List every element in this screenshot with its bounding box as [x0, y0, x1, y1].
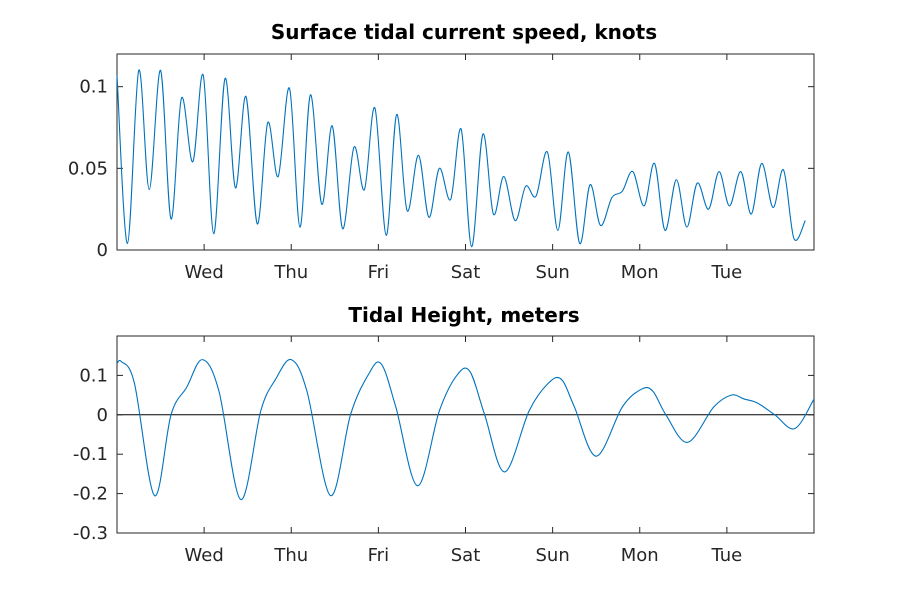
- tidal-height-y-tick-label: -0.3: [73, 523, 108, 544]
- tidal-height-panel: Tidal Height, meters -0.3 -0.2 -0.1 0 0.1 We…: [73, 303, 815, 566]
- tidal-height-x-ticks: Wed Thu Fri Sat Sun Mon Tue: [185, 336, 743, 566]
- current-speed-axes: [116, 53, 815, 251]
- current-speed-x-tick-label: Wed: [185, 262, 224, 283]
- tidal-height-x-tick-label: Thu: [273, 545, 308, 566]
- tidal-height-x-tick-label: Fri: [368, 545, 389, 566]
- current-speed-x-tick-label: Sun: [536, 262, 570, 283]
- tidal-height-x-tick-label: Tue: [711, 545, 743, 566]
- current-speed-x-tick-label: Mon: [621, 262, 659, 283]
- current-speed-y-tick-label: 0: [97, 240, 108, 261]
- tidal-height-x-tick-label: Wed: [185, 545, 224, 566]
- tidal-height-title: Tidal Height, meters: [348, 303, 579, 327]
- current-speed-x-tick-label: Thu: [273, 262, 308, 283]
- current-speed-line: [116, 69, 806, 248]
- current-speed-panel: Surface tidal current speed, knots 0 0.05…: [68, 20, 815, 283]
- tidal-height-y-tick-label: 0.1: [79, 365, 108, 386]
- tidal-height-axes: [116, 335, 815, 534]
- current-speed-x-tick-label: Tue: [711, 262, 743, 283]
- tidal-height-x-tick-label: Sun: [536, 545, 570, 566]
- current-speed-y-tick-label: 0.1: [79, 77, 108, 98]
- current-speed-y-tick-label: 0.05: [68, 158, 108, 179]
- current-speed-x-ticks: Wed Thu Fri Sat Sun Mon Tue: [185, 54, 743, 283]
- tidal-height-y-tick-label: -0.2: [73, 484, 108, 505]
- current-speed-y-ticks: 0 0.05 0.1: [68, 77, 814, 261]
- tidal-height-y-ticks: -0.3 -0.2 -0.1 0 0.1: [73, 365, 814, 544]
- tidal-height-y-tick-label: 0: [97, 405, 108, 426]
- current-speed-x-tick-label: Sat: [451, 262, 481, 283]
- tidal-height-line: [116, 359, 815, 501]
- tidal-height-x-tick-label: Sat: [451, 545, 481, 566]
- current-speed-x-tick-label: Fri: [368, 262, 389, 283]
- tidal-height-y-tick-label: -0.1: [73, 444, 108, 465]
- current-speed-title: Surface tidal current speed, knots: [271, 20, 657, 44]
- tidal-height-x-tick-label: Mon: [621, 545, 659, 566]
